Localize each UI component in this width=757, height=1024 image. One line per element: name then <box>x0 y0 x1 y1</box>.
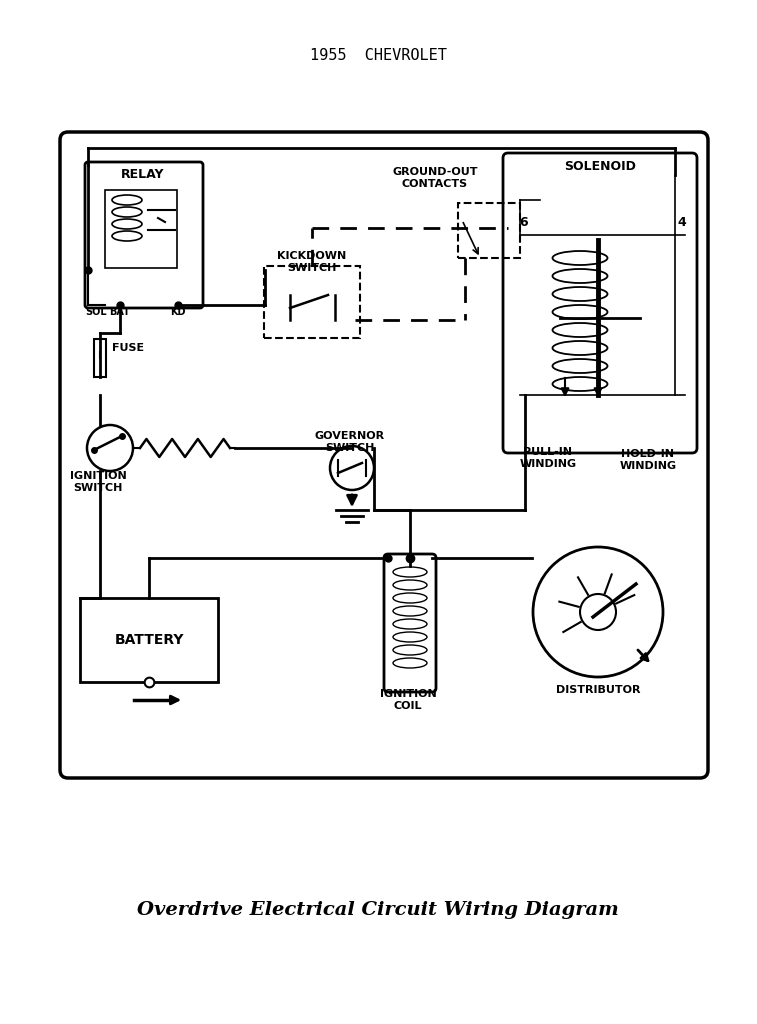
Text: IGNITION
SWITCH: IGNITION SWITCH <box>70 471 126 494</box>
Circle shape <box>87 425 133 471</box>
Circle shape <box>330 446 374 490</box>
Text: Overdrive Electrical Circuit Wiring Diagram: Overdrive Electrical Circuit Wiring Diag… <box>137 901 619 919</box>
Bar <box>94 339 106 377</box>
Text: BAT: BAT <box>110 307 130 317</box>
Text: KD: KD <box>170 307 185 317</box>
Text: GOVERNOR
SWITCH: GOVERNOR SWITCH <box>315 431 385 454</box>
FancyBboxPatch shape <box>384 554 436 692</box>
Text: 1955  CHEVROLET: 1955 CHEVROLET <box>310 47 447 62</box>
Text: RELAY: RELAY <box>121 168 165 180</box>
Circle shape <box>533 547 663 677</box>
Bar <box>105 190 177 268</box>
Text: SOLENOID: SOLENOID <box>564 160 636 172</box>
Text: 6: 6 <box>520 215 528 228</box>
Bar <box>264 266 360 338</box>
Text: IGNITION
COIL: IGNITION COIL <box>379 689 436 712</box>
Text: 4: 4 <box>678 215 687 228</box>
Text: DISTRIBUTOR: DISTRIBUTOR <box>556 685 640 695</box>
Bar <box>80 598 218 682</box>
Text: KICKDOWN
SWITCH: KICKDOWN SWITCH <box>277 251 347 273</box>
Text: BATTERY: BATTERY <box>114 633 184 647</box>
Text: FUSE: FUSE <box>112 343 144 353</box>
Text: HOLD-IN
WINDING: HOLD-IN WINDING <box>619 449 677 471</box>
Circle shape <box>580 594 616 630</box>
Text: PULL-IN
WINDING: PULL-IN WINDING <box>519 446 577 469</box>
Text: SOL: SOL <box>86 307 107 317</box>
Text: GROUND-OUT
CONTACTS: GROUND-OUT CONTACTS <box>392 167 478 189</box>
Bar <box>458 203 520 258</box>
